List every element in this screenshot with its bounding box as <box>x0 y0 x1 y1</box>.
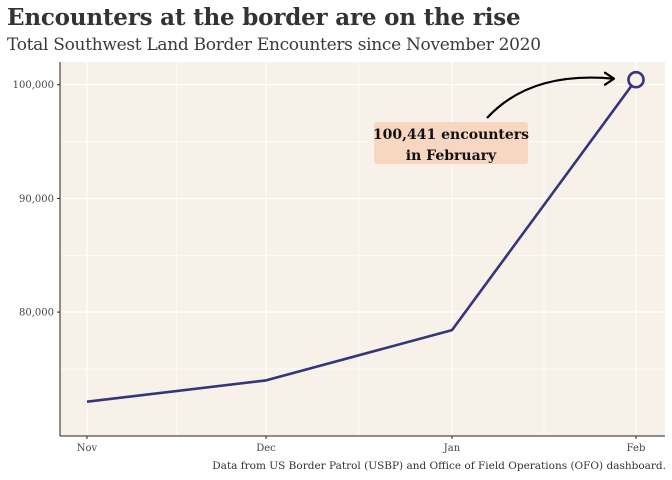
plot-panel <box>60 62 665 436</box>
highlight-point <box>627 70 645 89</box>
annotation-box <box>374 122 528 164</box>
chart-subtitle: Total Southwest Land Border Encounters s… <box>7 35 541 55</box>
x-tick-label: Dec <box>256 443 276 454</box>
x-tick-label: Nov <box>77 443 98 454</box>
series-line <box>86 78 638 403</box>
annotation: 100,441 encounters in February <box>373 71 616 164</box>
annotation-arrow <box>486 76 615 119</box>
y-axis-ticks: 80,000 90,000 100,000 <box>13 80 60 319</box>
y-tick-label: 90,000 <box>19 194 54 205</box>
y-tick-label: 80,000 <box>19 308 54 319</box>
minor-gridlines <box>60 62 665 436</box>
chart-title: Encounters at the border are on the rise <box>7 4 521 31</box>
chart-caption: Data from US Border Patrol (USBP) and Of… <box>212 460 666 472</box>
x-tick-label: Jan <box>443 443 461 454</box>
y-tick-label: 100,000 <box>13 80 54 91</box>
x-tick-label: Feb <box>627 443 646 454</box>
annotation-label: 100,441 encounters <box>373 127 529 143</box>
x-axis-ticks: Nov Dec Jan Feb <box>77 436 646 454</box>
data-points <box>86 70 645 402</box>
annotation-arrowhead <box>603 71 616 86</box>
annotation-label: in February <box>406 148 497 164</box>
